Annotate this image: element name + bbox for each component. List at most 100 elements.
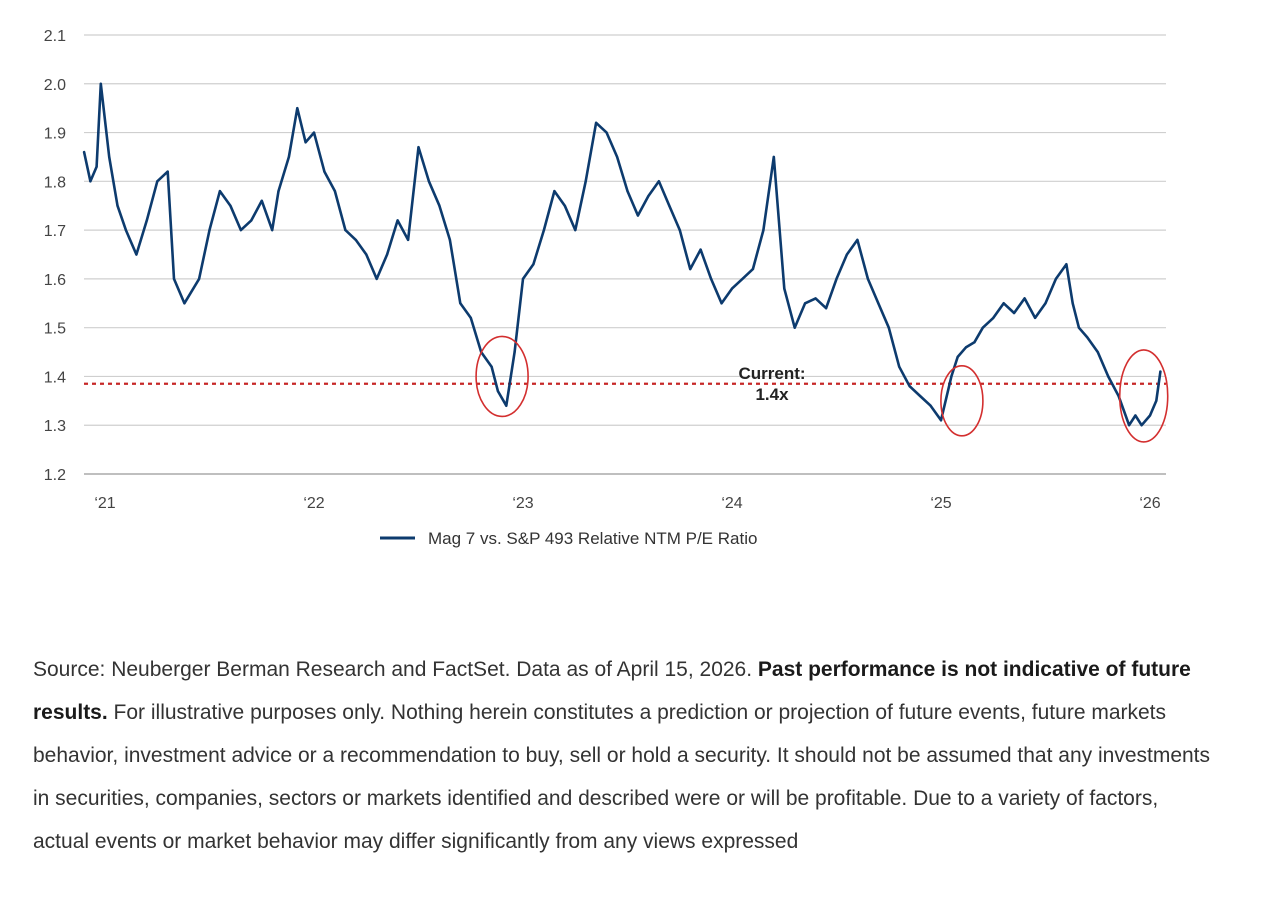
data-point — [553, 189, 556, 193]
data-point — [1096, 350, 1099, 354]
data-point — [678, 229, 681, 232]
data-point — [172, 277, 176, 280]
data-point — [887, 326, 890, 329]
x-tick-label: ‘26 — [1139, 495, 1160, 512]
data-point — [973, 341, 976, 344]
data-point — [710, 277, 713, 280]
data-point — [229, 204, 232, 207]
data-point — [824, 307, 828, 310]
data-point — [505, 404, 508, 407]
data-point — [1107, 375, 1110, 378]
data-point — [459, 302, 462, 305]
data-point — [992, 316, 995, 320]
disclaimer-bold: Past performance is not indicative of fu… — [33, 658, 1191, 724]
x-axis-ticks: ‘21 ‘22 ‘23 ‘24 ‘25 ‘26 — [94, 495, 1160, 512]
data-point — [490, 365, 493, 368]
highlight-circle — [475, 335, 529, 418]
highlight-circle — [940, 365, 984, 437]
data-point — [856, 238, 859, 241]
data-point — [835, 277, 838, 280]
data-point — [333, 189, 336, 193]
x-tick-label: ‘25 — [930, 495, 951, 512]
data-point — [772, 155, 775, 159]
data-point — [277, 189, 280, 193]
data-point — [699, 248, 702, 251]
data-point — [438, 204, 441, 207]
data-point — [250, 219, 253, 222]
data-point — [741, 277, 744, 280]
x-tick-label: ‘23 — [512, 495, 533, 512]
data-point — [183, 302, 186, 305]
data-point — [626, 189, 629, 193]
data-point — [1134, 414, 1137, 417]
data-point — [406, 238, 410, 241]
data-point — [1044, 302, 1047, 305]
data-point — [354, 238, 357, 241]
data-point — [260, 199, 263, 202]
data-point — [1054, 277, 1058, 280]
y-tick-label: 2.1 — [44, 28, 66, 45]
data-point — [668, 204, 671, 207]
data-point — [417, 146, 420, 149]
data-point — [584, 180, 587, 183]
data-point — [271, 229, 274, 232]
data-point — [877, 302, 880, 305]
data-point — [287, 155, 291, 159]
data-point — [513, 350, 516, 354]
data-point — [344, 229, 347, 232]
x-tick-label: ‘24 — [721, 495, 742, 512]
data-point — [386, 253, 389, 256]
data-point — [1065, 263, 1068, 266]
data-point — [542, 229, 546, 232]
data-point — [95, 165, 98, 168]
x-tick-label: ‘21 — [94, 495, 115, 512]
data-point — [574, 229, 577, 232]
data-point — [197, 277, 201, 280]
data-point — [908, 385, 911, 388]
data-point — [239, 229, 242, 232]
y-tick-label: 1.2 — [44, 467, 66, 484]
legend: Mag 7 vs. S&P 493 Relative NTM P/E Ratio — [380, 529, 757, 548]
data-point — [1086, 336, 1089, 339]
annotation-line-2: 1.4x — [755, 385, 789, 404]
data-point — [1148, 414, 1152, 417]
data-point — [730, 287, 734, 290]
annotation-line-1: Current: — [738, 364, 805, 383]
data-point — [375, 277, 378, 280]
data-point — [898, 365, 901, 368]
data-point — [1071, 302, 1074, 305]
data-point — [1013, 311, 1016, 315]
y-tick-label: 1.5 — [44, 321, 66, 338]
data-point — [1155, 399, 1158, 402]
data-point — [814, 297, 817, 300]
y-tick-label: 1.6 — [44, 272, 66, 289]
highlight-circles — [475, 335, 1169, 443]
data-point — [804, 302, 807, 305]
data-point — [689, 268, 692, 271]
data-point — [296, 107, 299, 110]
chart-area: 1.2 1.3 1.4 1.5 1.6 1.7 1.8 1.9 2.0 2.1 ‘21 ‘22 ‘23… — [44, 28, 1169, 548]
data-point — [124, 229, 127, 232]
data-point — [720, 302, 723, 305]
data-point — [636, 214, 640, 217]
data-point — [1002, 302, 1005, 305]
data-point — [521, 277, 525, 280]
data-point — [108, 155, 111, 159]
data-point — [939, 419, 943, 422]
data-point — [396, 219, 399, 222]
disclaimer-text: For illustrative purposes only. Nothing … — [33, 701, 1211, 853]
source-text: Source: Neuberger Berman Research and Fa… — [33, 658, 758, 681]
y-tick-label: 1.7 — [44, 223, 66, 240]
data-point — [312, 131, 316, 134]
data-point — [964, 346, 968, 349]
data-point — [218, 189, 222, 193]
data-point — [1159, 370, 1162, 373]
data-point — [751, 268, 755, 271]
data-point — [595, 121, 598, 124]
data-point — [145, 219, 148, 222]
current-value-annotation: Current: 1.4x — [738, 364, 805, 404]
source-footnote: Source: Neuberger Berman Research and Fa… — [33, 648, 1213, 863]
data-point — [208, 229, 211, 232]
data-point — [365, 253, 368, 256]
data-point — [929, 404, 932, 407]
